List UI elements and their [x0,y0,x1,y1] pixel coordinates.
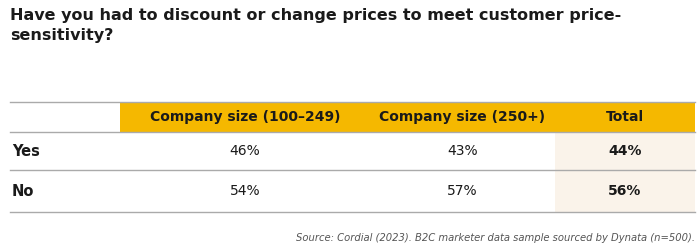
Text: 57%: 57% [447,184,478,198]
Bar [555,102,695,132]
Text: Yes: Yes [12,144,40,158]
Text: Have you had to discount or change prices to meet customer price-
sensitivity?: Have you had to discount or change price… [10,8,622,43]
Text: Company size (100–249): Company size (100–249) [150,110,340,124]
Text: 43%: 43% [447,144,478,158]
Bar [120,102,370,132]
Text: 44%: 44% [608,144,642,158]
Text: 46%: 46% [230,144,260,158]
Text: Company size (250+): Company size (250+) [379,110,545,124]
Text: 54%: 54% [230,184,260,198]
Bar [370,102,555,132]
Text: 56%: 56% [608,184,642,198]
Text: Total: Total [606,110,644,124]
Bar [555,132,695,212]
Text: Source: Cordial (2023). B2C marketer data sample sourced by Dynata (n=500).: Source: Cordial (2023). B2C marketer dat… [296,233,695,243]
Text: No: No [12,184,34,198]
